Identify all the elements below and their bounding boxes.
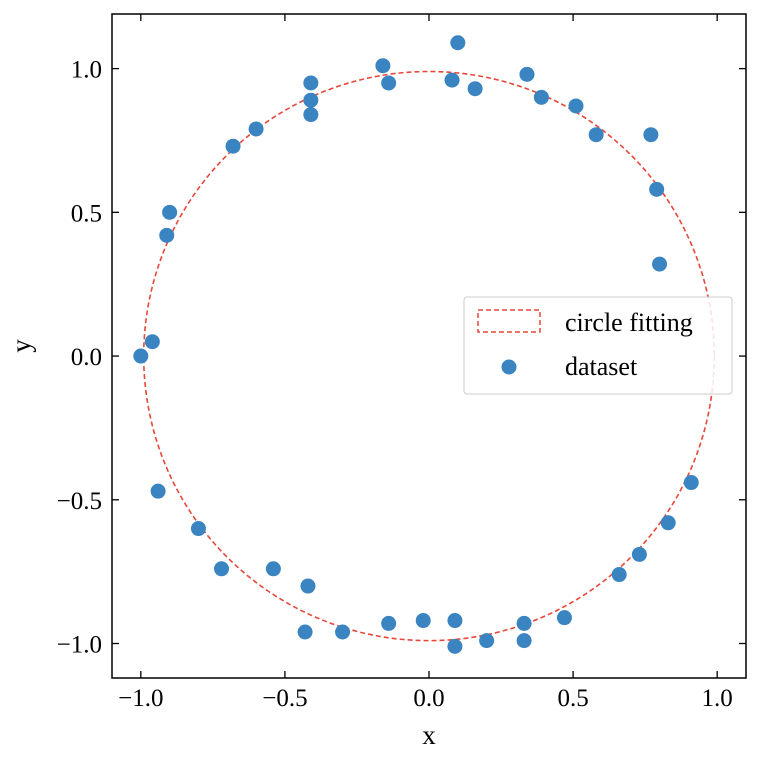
- data-point-17: [588, 127, 604, 143]
- data-point-6: [303, 75, 319, 91]
- y-tick-label: 0.5: [71, 200, 102, 227]
- legend: circle fitting dataset: [463, 296, 733, 395]
- data-point-10: [381, 75, 397, 91]
- y-tick-label: 0.0: [71, 344, 102, 371]
- data-point-34: [297, 624, 313, 640]
- data-point-0: [133, 348, 149, 364]
- data-point-9: [375, 58, 391, 74]
- data-point-7: [303, 92, 319, 108]
- data-point-13: [467, 81, 483, 97]
- data-point-37: [214, 561, 230, 577]
- data-point-27: [516, 633, 532, 649]
- y-axis-label: y: [6, 339, 36, 353]
- x-tick-label: −1.0: [118, 685, 163, 712]
- data-point-12: [450, 35, 466, 51]
- tick-layer: −1.0 −0.5 0.0 0.5 1.0 −1.0 −0.5 0.0 0.5 1.0: [57, 14, 746, 712]
- legend-dataset-marker: [501, 359, 517, 375]
- data-point-28: [479, 633, 495, 649]
- x-axis-label: x: [422, 720, 436, 750]
- data-point-2: [159, 227, 175, 243]
- data-point-38: [190, 521, 206, 537]
- data-point-5: [248, 121, 264, 137]
- data-point-11: [444, 72, 460, 88]
- data-point-39: [150, 483, 166, 499]
- data-point-16: [568, 98, 584, 114]
- data-point-8: [303, 107, 319, 123]
- data-point-21: [683, 475, 699, 491]
- data-point-1: [144, 334, 160, 350]
- data-point-36: [265, 561, 281, 577]
- data-point-18: [643, 127, 659, 143]
- data-point-23: [631, 546, 647, 562]
- data-point-33: [335, 624, 351, 640]
- data-point-20: [652, 256, 668, 272]
- data-point-29: [447, 613, 463, 629]
- data-point-19: [649, 181, 665, 197]
- y-tick-label: 1.0: [71, 57, 102, 84]
- legend-box: [463, 296, 733, 395]
- legend-circle-fitting-swatch: [477, 309, 541, 333]
- data-point-31: [415, 613, 431, 629]
- legend-circle-fitting-label: circle fitting: [565, 308, 693, 337]
- data-point-35: [300, 578, 316, 594]
- data-point-30: [447, 638, 463, 654]
- data-point-26: [516, 615, 532, 631]
- data-point-32: [381, 615, 397, 631]
- x-tick-label: −0.5: [262, 685, 307, 712]
- data-point-15: [533, 89, 549, 105]
- x-tick-label: 0.5: [557, 685, 588, 712]
- plot-layer: [133, 35, 716, 654]
- y-tick-label: −1.0: [57, 632, 102, 659]
- data-point-22: [660, 515, 676, 531]
- data-point-3: [162, 204, 178, 220]
- data-point-4: [225, 138, 241, 154]
- y-tick-label: −0.5: [57, 488, 102, 515]
- x-tick-label: 0.0: [413, 685, 444, 712]
- data-point-14: [519, 66, 535, 82]
- x-tick-label: 1.0: [702, 685, 733, 712]
- data-point-25: [556, 610, 572, 626]
- legend-dataset-label: dataset: [565, 352, 638, 381]
- data-point-24: [611, 567, 627, 583]
